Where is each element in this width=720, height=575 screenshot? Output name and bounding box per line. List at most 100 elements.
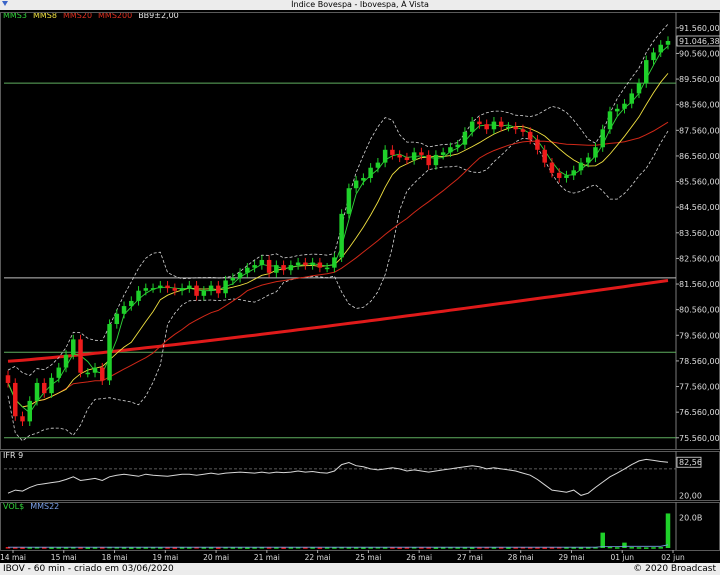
y-tick-label: 77.560,00	[679, 383, 720, 392]
volume-bar	[56, 547, 62, 549]
x-tick-label: 01 jun	[610, 553, 634, 562]
candle	[208, 285, 214, 291]
panel-frame-0	[0, 12, 720, 450]
candle	[172, 288, 178, 291]
candle	[549, 162, 555, 173]
y-tick-label: 87.560,00	[679, 126, 720, 135]
x-tick-label: 18 mai	[102, 553, 128, 562]
ifr-tick-label: 82,56	[679, 458, 702, 467]
volume-bar	[208, 547, 214, 549]
volume-bar	[288, 547, 294, 549]
x-tick-label: 19 mai	[152, 553, 178, 562]
volume-bar	[477, 547, 482, 549]
candle	[27, 400, 33, 422]
bollinger-upper-band	[7, 23, 669, 376]
volume-bar	[636, 547, 642, 549]
mms200-line	[7, 279, 669, 363]
candle	[462, 131, 468, 145]
candle	[571, 170, 576, 176]
candle	[440, 152, 446, 155]
volume-bar	[506, 547, 511, 549]
volume-bar	[100, 547, 105, 549]
volume-bar	[143, 547, 149, 549]
candle	[78, 339, 83, 373]
volume-bar	[404, 547, 410, 549]
volume-bar	[549, 547, 555, 549]
volume-bar	[426, 547, 431, 549]
volume-bar	[121, 547, 127, 549]
volume-bar	[20, 547, 25, 549]
candle	[419, 152, 424, 155]
volume-bar	[332, 547, 337, 549]
candle	[339, 213, 344, 258]
mms20-line	[7, 121, 669, 408]
volume-bar	[114, 547, 120, 549]
footer-copyright: © 2020 Broadcast	[633, 564, 716, 574]
volume-bar	[317, 547, 323, 549]
y-tick-label: 89.560,00	[679, 75, 720, 84]
volume-bar	[92, 547, 98, 549]
volume-bar	[49, 547, 54, 549]
candle	[85, 372, 91, 375]
footer-info: IBOV - 60 min - criado em 03/06/2020	[3, 564, 174, 574]
candle	[288, 265, 294, 271]
volume-bar	[63, 547, 69, 549]
candle	[5, 375, 11, 383]
volume-bar	[187, 547, 192, 549]
volume-bar	[411, 547, 417, 549]
menu-triangle-icon[interactable]	[2, 1, 8, 6]
volume-bar	[34, 547, 40, 549]
volume-bar	[469, 547, 475, 549]
volume-bar	[629, 547, 634, 549]
ifr-line	[7, 458, 669, 496]
y-tick-label: 78.560,00	[679, 357, 720, 366]
candle	[600, 129, 605, 148]
volume-bar	[13, 547, 18, 549]
volume-bar	[310, 547, 315, 549]
y-tick-label: 88.560,00	[679, 101, 720, 110]
candle	[187, 285, 192, 289]
candle	[143, 288, 149, 291]
candle	[194, 285, 199, 296]
volume-bar	[433, 547, 439, 549]
volume-bar	[419, 547, 424, 549]
candle	[390, 149, 395, 155]
y-tick-label: 83.560,00	[679, 229, 720, 238]
candle	[237, 272, 243, 278]
volume-bar	[136, 547, 141, 549]
volume-bar	[622, 542, 627, 548]
x-tick-label: 15 mai	[51, 553, 77, 562]
price-chart[interactable]: 91.560,00 90.560,00 89.560,00 88.560,00 87.5…	[0, 0, 720, 563]
candle	[34, 382, 40, 401]
candle	[455, 144, 460, 148]
volume-bar	[520, 547, 526, 549]
volume-bar	[194, 547, 199, 549]
candle	[274, 265, 279, 273]
y-tick-label: 75.560,00	[679, 434, 720, 443]
candle	[179, 288, 185, 291]
candle	[346, 188, 352, 214]
candle	[129, 300, 134, 307]
volume-bar	[216, 547, 221, 549]
x-tick-label: 22 mai	[305, 553, 331, 562]
ifr-legend-item-0: IFR 9	[3, 451, 24, 460]
volume-bar	[651, 547, 656, 549]
candle	[216, 285, 221, 294]
volume-bar	[172, 547, 178, 549]
volume-bar	[303, 547, 308, 549]
main-legend: MMS3 MMS8 MMS20 MMS200 BB9±2,00	[3, 11, 185, 21]
volume-bar	[593, 547, 598, 549]
volume-bar	[368, 547, 373, 549]
candle	[498, 121, 504, 127]
legend-item-2: MMS20	[62, 11, 93, 20]
candle	[310, 262, 315, 266]
candle	[332, 257, 337, 268]
volume-bar	[665, 513, 671, 548]
volume-bar	[585, 547, 591, 549]
ifr-last-box	[676, 456, 702, 468]
candle	[295, 262, 301, 266]
volume-bar	[614, 547, 620, 549]
vol-legend: VOL$ MMS22	[3, 502, 65, 512]
volume-bar	[448, 547, 453, 549]
y-tick-label: 90.560,00	[679, 49, 720, 58]
